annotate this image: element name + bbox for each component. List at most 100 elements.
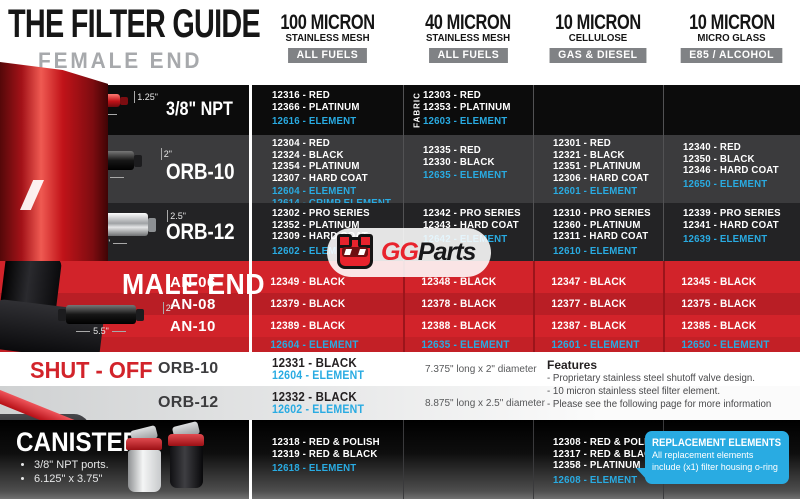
micron-label: 10 MICRON bbox=[688, 11, 775, 34]
column-header-40-micron: 40 MICRON STAINLESS MESH ALL FUELS bbox=[403, 12, 533, 63]
element-number: 12601 - ELEMENT bbox=[553, 185, 638, 197]
parts-cell: 12310 - PRO SERIES 12360 - PLATINUM 1231… bbox=[533, 203, 663, 261]
part-number: 12354 - PLATINUM bbox=[272, 160, 360, 172]
element-number: 12618 - ELEMENT bbox=[272, 462, 357, 474]
part-number: 12310 - PRO SERIES bbox=[553, 207, 651, 219]
section-heading: SHUT - OFF bbox=[30, 357, 153, 383]
table-row-an06: AN-06 12349 - BLACK 12348 - BLACK 12347 … bbox=[0, 271, 800, 293]
empty-cell bbox=[403, 432, 533, 486]
parts-cell: FABRIC 12303 - RED 12353 - PLATINUM 1260… bbox=[403, 85, 533, 135]
part-number: 12366 - PLATINUM bbox=[272, 100, 360, 113]
part-number: 12342 - PRO SERIES bbox=[423, 207, 521, 219]
material-label: CELLULOSE bbox=[568, 32, 628, 44]
part-number: 12379 - BLACK bbox=[270, 298, 346, 310]
part-number: 12324 - BLACK bbox=[272, 148, 344, 161]
filter-cap bbox=[120, 96, 128, 105]
part-number: 12388 - BLACK bbox=[421, 320, 497, 332]
part-number: 12346 - HARD COAT bbox=[683, 164, 779, 176]
part-number: 12341 - HARD COAT bbox=[683, 218, 779, 231]
canister-black-photo bbox=[168, 421, 204, 488]
parts-cell: 12316 - RED 12366 - PLATINUM 12616 - ELE… bbox=[252, 85, 403, 135]
parts-cell: 12302 - PRO SERIES 12352 - PLATINUM 1230… bbox=[252, 203, 403, 261]
parts-cell: 12301 - RED 12321 - BLACK 12351 - PLATIN… bbox=[533, 135, 663, 209]
callout-tail bbox=[636, 468, 648, 481]
canister-body bbox=[169, 446, 203, 488]
ggparts-watermark: GGParts bbox=[327, 228, 491, 277]
label-divider bbox=[249, 261, 252, 352]
label-divider bbox=[249, 420, 252, 499]
part-number: 12339 - PRO SERIES bbox=[683, 207, 781, 219]
element-number: 12601 - ELEMENT bbox=[551, 338, 640, 351]
canister-cap bbox=[126, 438, 162, 450]
section-heading: CANISTER bbox=[16, 427, 141, 457]
row-label: ORB-12 bbox=[166, 219, 235, 244]
material-label: MICRO GLASS bbox=[697, 32, 766, 44]
part-number: 12319 - RED & BLACK bbox=[272, 447, 378, 460]
element-number: 12639 - ELEMENT bbox=[683, 233, 768, 245]
parts-cell: 12331 - BLACK 12604 - ELEMENT bbox=[252, 356, 403, 383]
element-number: 12616 - ELEMENT bbox=[272, 115, 357, 127]
red-filter-product-photo bbox=[0, 62, 108, 261]
replacement-elements-callout: REPLACEMENT ELEMENTS All replacement ele… bbox=[636, 431, 789, 484]
height-dimension: 2" bbox=[160, 148, 172, 160]
filter-cap bbox=[58, 308, 66, 321]
size-note: 8.875" long x 2.5" diameter bbox=[425, 397, 545, 409]
element-number: 12635 - ELEMENT bbox=[423, 169, 508, 181]
parts-cell: 12335 - RED 12330 - BLACK 12635 - ELEMEN… bbox=[403, 135, 533, 209]
micron-label: 10 MICRON bbox=[555, 11, 641, 34]
micron-label: 40 MICRON bbox=[425, 11, 511, 34]
section-heading: MALE END bbox=[122, 269, 266, 301]
watermark-text: GGParts bbox=[381, 238, 476, 266]
part-number: 12378 - BLACK bbox=[421, 298, 497, 310]
row-label: ORB-10 bbox=[158, 360, 219, 377]
features-block: Features - Proprietary stainless steel s… bbox=[547, 358, 797, 411]
part-number: 12318 - RED & POLISH bbox=[272, 436, 380, 448]
mascot-eyes bbox=[342, 246, 368, 257]
spec-item: 6.125" x 3.75" bbox=[34, 472, 109, 486]
canister-parts-row: 12318 - RED & POLISH 12319 - RED & BLACK… bbox=[252, 432, 800, 486]
column-divider bbox=[663, 261, 665, 352]
part-number: 12377 - BLACK bbox=[551, 298, 627, 310]
material-label: STAINLESS MESH bbox=[425, 32, 511, 44]
part-number: 12304 - RED bbox=[272, 137, 330, 149]
parts-cell: 12340 - RED 12350 - BLACK 12346 - HARD C… bbox=[663, 135, 800, 209]
table-row-elements: 12604 - ELEMENT 12635 - ELEMENT 12601 - … bbox=[0, 337, 800, 352]
element-number: 12650 - ELEMENT bbox=[683, 177, 768, 190]
column-divider bbox=[663, 85, 664, 261]
part-number: 12347 - BLACK bbox=[551, 276, 627, 288]
part-number: 12389 - BLACK bbox=[270, 320, 346, 332]
part-number: 12375 - BLACK bbox=[681, 298, 757, 310]
callout-text: include (x1) filter housing o-ring bbox=[652, 461, 778, 473]
material-label: STAINLESS MESH bbox=[285, 32, 370, 44]
element-number: 12614 - CRIMP ELEMENT bbox=[272, 197, 393, 210]
height-dimension: 1.25" bbox=[134, 91, 158, 103]
canister-product-photos bbox=[120, 421, 230, 499]
canister-cap bbox=[168, 434, 204, 446]
header: THE FILTER GUIDE FEMALE END 100 MICRON S… bbox=[0, 0, 800, 85]
column-divider bbox=[403, 261, 405, 352]
features-title: Features bbox=[547, 358, 598, 372]
female-end-section: 1.25" 3.5" 3/8" NPT 12316 - RED 12366 - … bbox=[0, 62, 800, 261]
height-dimension: 2.5" bbox=[167, 210, 186, 222]
part-number: 12302 - PRO SERIES bbox=[272, 207, 370, 219]
filter-cap bbox=[148, 217, 156, 232]
ggparts-mascot-icon bbox=[337, 233, 373, 269]
part-number: 12345 - BLACK bbox=[681, 276, 757, 288]
element-number: 12603 - ELEMENT bbox=[423, 115, 508, 127]
part-number: 12343 - HARD COAT bbox=[423, 218, 519, 231]
table-row-orb10: 2" 5.5" ORB-10 12304 - RED 12324 - BLACK… bbox=[0, 135, 800, 208]
element-number: 12610 - ELEMENT bbox=[553, 244, 638, 257]
part-number: 12321 - BLACK bbox=[553, 148, 625, 161]
size-note: 7.375" long x 2" diameter bbox=[425, 363, 537, 375]
filter-cap bbox=[134, 154, 142, 167]
column-divider bbox=[533, 261, 535, 352]
part-number: 12353 - PLATINUM bbox=[423, 100, 511, 113]
element-number: 12650 - ELEMENT bbox=[681, 338, 770, 351]
height-dimension: 2" bbox=[162, 302, 174, 314]
part-number: 12332 - BLACK bbox=[272, 389, 357, 404]
table-row-shutoff-orb12: ORB-12 12332 - BLACK 12602 - ELEMENT 8.8… bbox=[0, 386, 800, 420]
mascot-ear bbox=[358, 233, 373, 248]
callout-title: REPLACEMENT ELEMENTS bbox=[652, 437, 782, 449]
row-label: 3/8" NPT bbox=[166, 99, 233, 120]
brand-block: THE FILTER GUIDE FEMALE END bbox=[8, 2, 358, 74]
